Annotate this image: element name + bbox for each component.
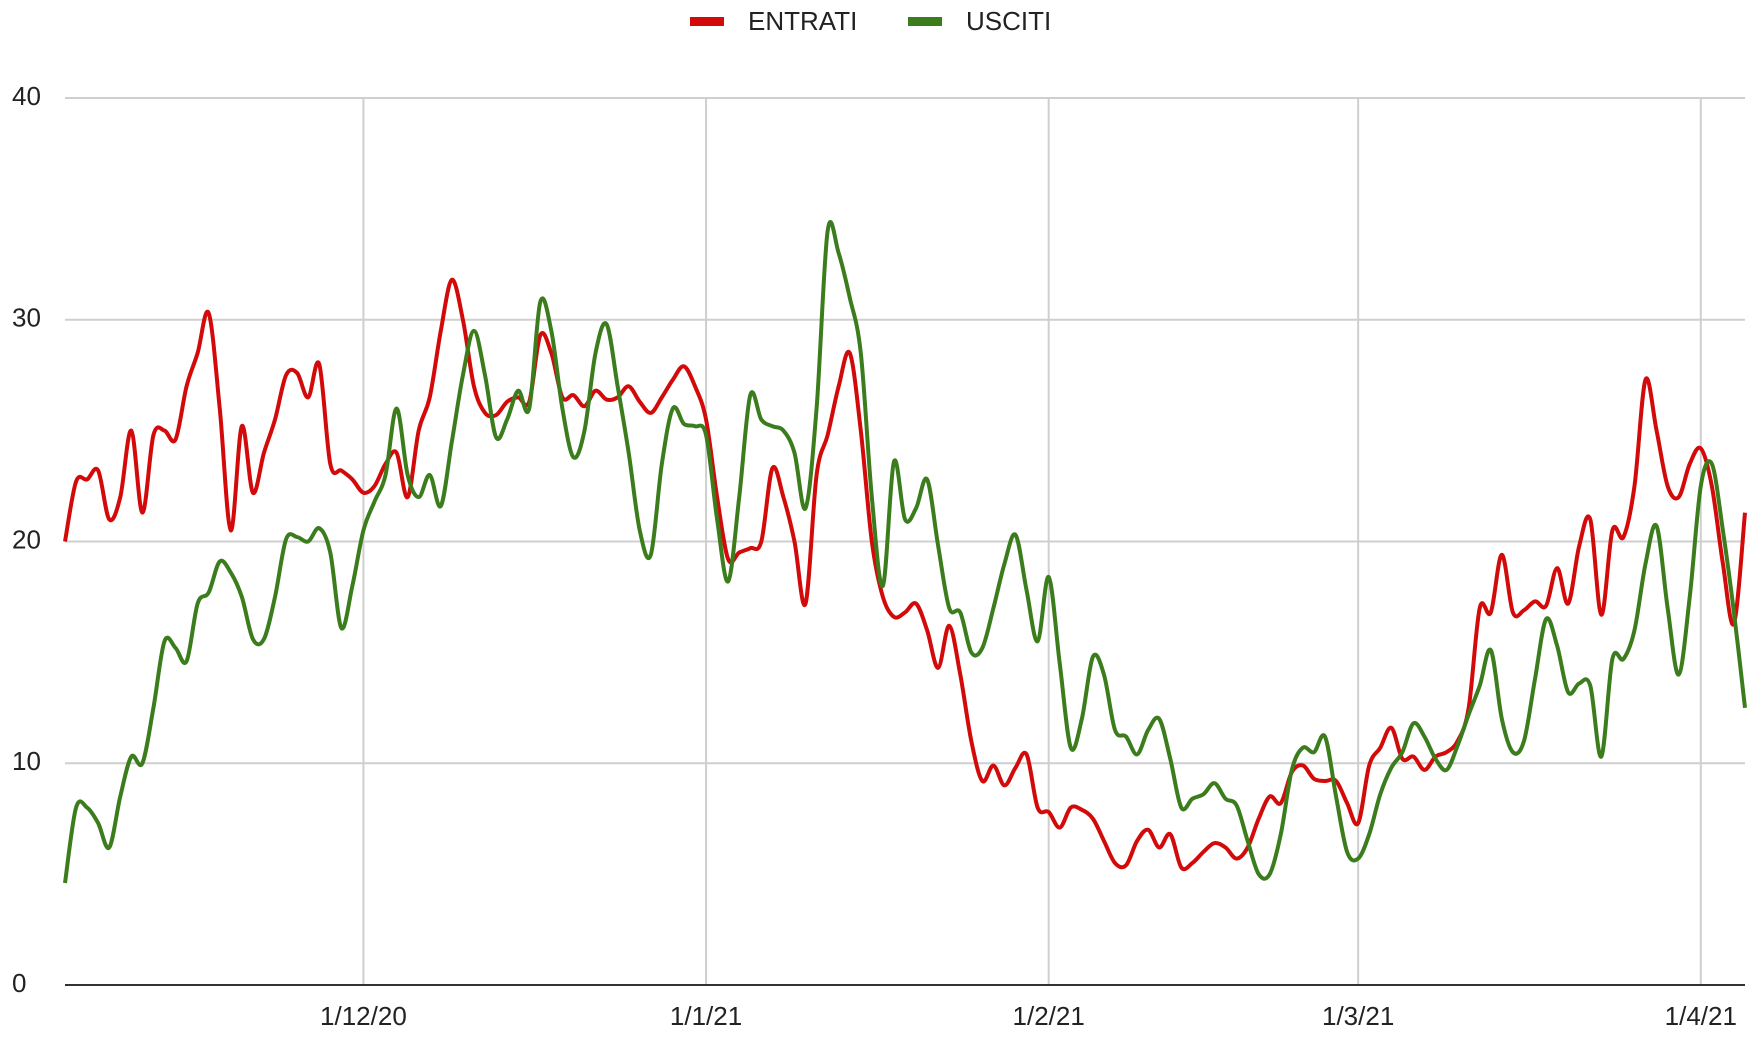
legend-swatch <box>690 17 724 26</box>
series-line <box>63 277 1747 872</box>
x-tick-label: 1/2/21 <box>1013 1001 1085 1031</box>
x-tick-label: 1/4/21 <box>1665 1001 1737 1031</box>
x-tick-label: 1/12/20 <box>320 1001 407 1031</box>
y-tick-label: 30 <box>12 303 41 333</box>
y-tick-label: 40 <box>12 81 41 111</box>
legend-label: USCITI <box>966 6 1051 36</box>
legend-label: ENTRATI <box>748 6 857 36</box>
y-tick-label: 20 <box>12 524 41 554</box>
x-tick-label: 1/1/21 <box>670 1001 742 1031</box>
y-tick-label: 10 <box>12 746 41 776</box>
series-line <box>63 220 1747 884</box>
legend-swatch <box>908 17 942 26</box>
x-tick-label: 1/3/21 <box>1322 1001 1394 1031</box>
y-tick-label: 0 <box>12 968 26 998</box>
